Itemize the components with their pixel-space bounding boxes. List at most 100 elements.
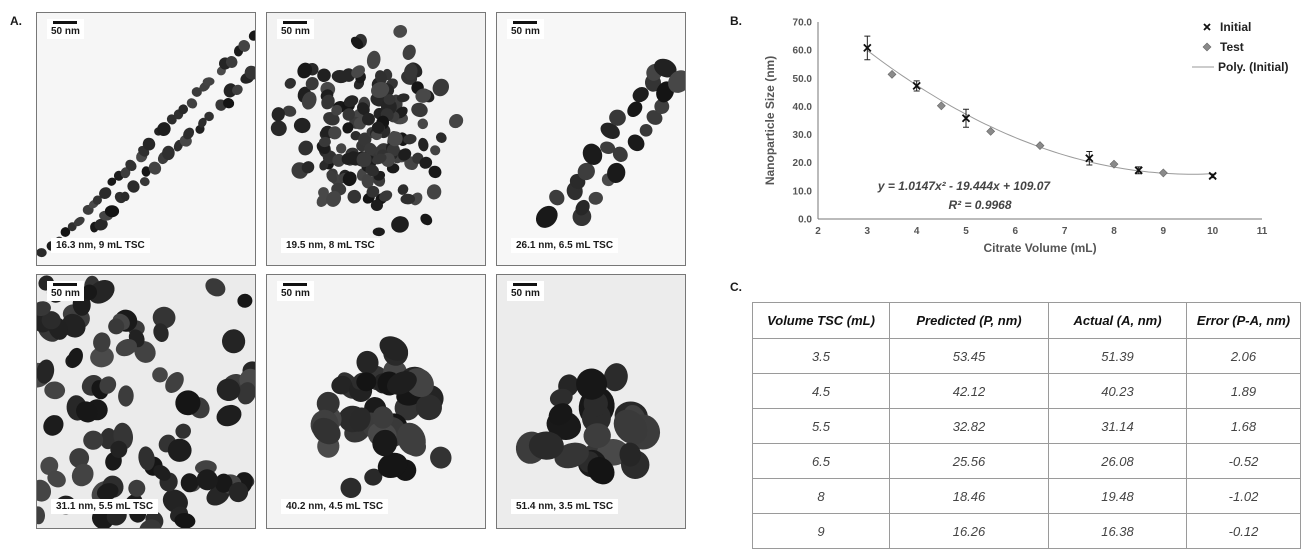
nanoparticle bbox=[350, 130, 361, 141]
nanoparticle bbox=[202, 77, 215, 86]
initial-data-point bbox=[1085, 154, 1094, 163]
scale-bar bbox=[513, 283, 537, 286]
table-cell: -1.02 bbox=[1186, 478, 1301, 514]
nanoparticle bbox=[357, 102, 370, 116]
x-tick-label: 2 bbox=[815, 226, 821, 237]
nanoparticle bbox=[228, 482, 249, 503]
nanoparticle bbox=[138, 446, 155, 471]
nanoparticle bbox=[575, 199, 590, 216]
nanoparticle bbox=[393, 25, 408, 38]
trendline-poly-initial bbox=[867, 50, 1213, 175]
column-header: Predicted (P, nm) bbox=[889, 302, 1049, 339]
nanoparticle bbox=[372, 406, 394, 429]
nanoparticle bbox=[248, 30, 255, 41]
nanoparticle bbox=[332, 153, 346, 167]
nanoparticle bbox=[157, 122, 171, 137]
nanoparticle bbox=[175, 423, 191, 439]
image-caption: 31.1 nm, 5.5 mL TSC bbox=[51, 499, 159, 514]
image-caption: 51.4 nm, 3.5 mL TSC bbox=[511, 499, 619, 514]
test-data-point bbox=[1035, 141, 1045, 151]
nanoparticle bbox=[342, 122, 354, 134]
scale-label: 50 nm bbox=[511, 26, 540, 37]
y-tick-label: 70.0 bbox=[793, 18, 813, 29]
table-row: 6.5 25.56 26.08 -0.52 bbox=[752, 443, 1301, 479]
nanoparticle bbox=[191, 87, 202, 97]
nanoparticle bbox=[90, 346, 114, 368]
nanoparticle bbox=[121, 191, 130, 202]
nanoparticle bbox=[417, 118, 429, 130]
nanoparticle bbox=[186, 98, 198, 109]
nanoparticle bbox=[301, 161, 315, 174]
scale-bar bbox=[53, 283, 77, 286]
nanoparticle bbox=[356, 350, 379, 375]
nanoparticle bbox=[183, 127, 195, 140]
scale-bar bbox=[283, 21, 307, 24]
scale-label: 50 nm bbox=[281, 288, 310, 299]
nanoparticle bbox=[377, 452, 408, 479]
nanoparticle bbox=[402, 44, 416, 60]
nanoparticle bbox=[37, 248, 47, 258]
nanoparticle bbox=[428, 165, 442, 179]
test-data-point bbox=[887, 69, 897, 79]
micrograph-6 bbox=[497, 275, 685, 528]
nanoparticle bbox=[588, 191, 603, 205]
nanoparticle bbox=[88, 279, 115, 304]
nanoparticle bbox=[365, 164, 379, 177]
nanoparticle bbox=[139, 519, 162, 528]
scale-marker: 50 nm bbox=[47, 19, 84, 39]
nanoparticle bbox=[612, 146, 628, 162]
nanoparticle bbox=[435, 132, 447, 143]
prediction-table: Volume TSC (mL) Predicted (P, nm) Actual… bbox=[752, 302, 1301, 549]
nanoparticle bbox=[548, 403, 573, 426]
nanoparticle bbox=[37, 301, 51, 317]
nanoparticle bbox=[69, 448, 90, 468]
nanoparticle bbox=[162, 145, 175, 161]
nanoparticle bbox=[350, 36, 364, 50]
legend-test-marker bbox=[1202, 42, 1212, 52]
nanoparticle bbox=[415, 88, 431, 103]
nanoparticle bbox=[364, 468, 383, 486]
nanoparticle bbox=[125, 159, 137, 172]
image-caption: 19.5 nm, 8 mL TSC bbox=[281, 238, 380, 253]
nanoparticle bbox=[165, 372, 184, 393]
nanoparticle bbox=[305, 76, 319, 91]
nanoparticle bbox=[141, 166, 151, 177]
nanoparticle bbox=[364, 142, 377, 156]
nanoparticle bbox=[83, 430, 104, 450]
nanoparticle bbox=[316, 391, 340, 415]
nanoparticle bbox=[632, 87, 649, 103]
trendline-equation: y = 1.0147x² - 19.444x + 109.07 bbox=[877, 179, 1051, 193]
nanoparticle bbox=[204, 111, 214, 122]
nanoparticle bbox=[321, 94, 335, 110]
nanoparticle bbox=[326, 170, 338, 183]
test-data-point bbox=[1158, 168, 1168, 178]
table-cell: 3.5 bbox=[752, 338, 890, 374]
nanoparticle bbox=[654, 99, 670, 114]
nanoparticle bbox=[383, 94, 396, 105]
image-caption: 26.1 nm, 6.5 mL TSC bbox=[511, 238, 619, 253]
y-tick-label: 50.0 bbox=[793, 74, 813, 85]
nanoparticle bbox=[418, 137, 429, 152]
tem-image-4: 50 nm 31.1 nm, 5.5 mL TSC bbox=[36, 274, 256, 529]
table-cell: 5.5 bbox=[752, 408, 890, 444]
y-tick-label: 0.0 bbox=[798, 215, 812, 226]
nanoparticle bbox=[270, 120, 287, 137]
nanoparticle bbox=[331, 375, 353, 395]
test-data-point bbox=[1109, 159, 1119, 169]
nanoparticle bbox=[284, 78, 296, 89]
table-cell: 16.26 bbox=[889, 513, 1049, 549]
y-tick-label: 10.0 bbox=[793, 186, 813, 197]
nanoparticle bbox=[411, 102, 428, 118]
nanoparticle bbox=[225, 56, 238, 68]
size-vs-citrate-chart: 0.0 10.0 20.0 30.0 40.0 50.0 60.0 70.0 2 3 4 5 6 7 8 9 1… bbox=[763, 18, 1288, 256]
nanoparticle bbox=[396, 93, 410, 103]
panel-c-letter: C. bbox=[730, 280, 742, 294]
x-tick-label: 8 bbox=[1111, 226, 1117, 237]
nanoparticle bbox=[37, 359, 55, 384]
nanoparticle bbox=[396, 422, 426, 456]
table-row: 3.5 53.45 51.39 2.06 bbox=[752, 338, 1301, 374]
nanoparticle bbox=[371, 121, 385, 134]
initial-data-point bbox=[1208, 171, 1217, 181]
initial-data-point bbox=[912, 81, 921, 91]
nanoparticle bbox=[582, 143, 603, 165]
